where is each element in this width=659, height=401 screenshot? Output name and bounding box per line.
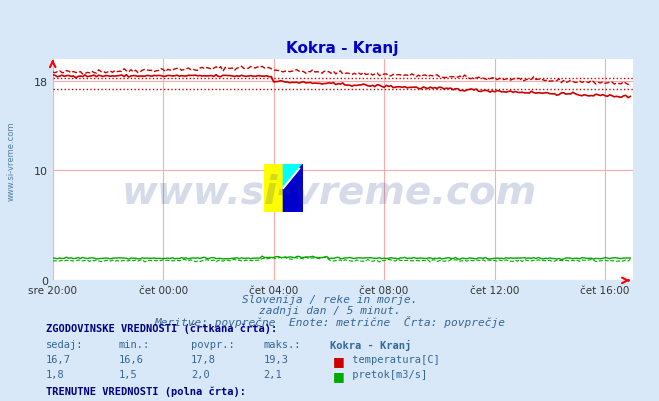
Text: povpr.:: povpr.:	[191, 339, 235, 349]
Text: zadnji dan / 5 minut.: zadnji dan / 5 minut.	[258, 305, 401, 315]
Text: maks.:: maks.:	[264, 339, 301, 349]
Text: Meritve: povprečne  Enote: metrične  Črta: povprečje: Meritve: povprečne Enote: metrične Črta:…	[154, 315, 505, 327]
Text: 19,3: 19,3	[264, 354, 289, 364]
Text: Kokra - Kranj: Kokra - Kranj	[330, 339, 411, 350]
Text: Slovenija / reke in morje.: Slovenija / reke in morje.	[242, 295, 417, 305]
Text: 16,7: 16,7	[46, 354, 71, 364]
Polygon shape	[283, 164, 303, 188]
Text: temperatura[C]: temperatura[C]	[346, 354, 440, 364]
Text: ZGODOVINSKE VREDNOSTI (črtkana črta):: ZGODOVINSKE VREDNOSTI (črtkana črta):	[46, 323, 277, 333]
Bar	[264, 164, 283, 213]
Text: ■: ■	[333, 369, 345, 382]
Text: min.:: min.:	[119, 339, 150, 349]
Title: Kokra - Kranj: Kokra - Kranj	[287, 41, 399, 56]
Text: 2,1: 2,1	[264, 369, 282, 379]
Text: www.si-vreme.com: www.si-vreme.com	[122, 174, 537, 211]
Text: 1,5: 1,5	[119, 369, 137, 379]
Text: 16,6: 16,6	[119, 354, 144, 364]
Text: TRENUTNE VREDNOSTI (polna črta):: TRENUTNE VREDNOSTI (polna črta):	[46, 385, 246, 396]
Text: 17,8: 17,8	[191, 354, 216, 364]
Text: sedaj:: sedaj:	[46, 339, 84, 349]
Text: 1,8: 1,8	[46, 369, 65, 379]
Text: www.si-vreme.com: www.si-vreme.com	[7, 121, 16, 200]
Text: ■: ■	[333, 354, 345, 367]
Text: pretok[m3/s]: pretok[m3/s]	[346, 369, 427, 379]
Text: 2,0: 2,0	[191, 369, 210, 379]
Polygon shape	[283, 164, 303, 213]
